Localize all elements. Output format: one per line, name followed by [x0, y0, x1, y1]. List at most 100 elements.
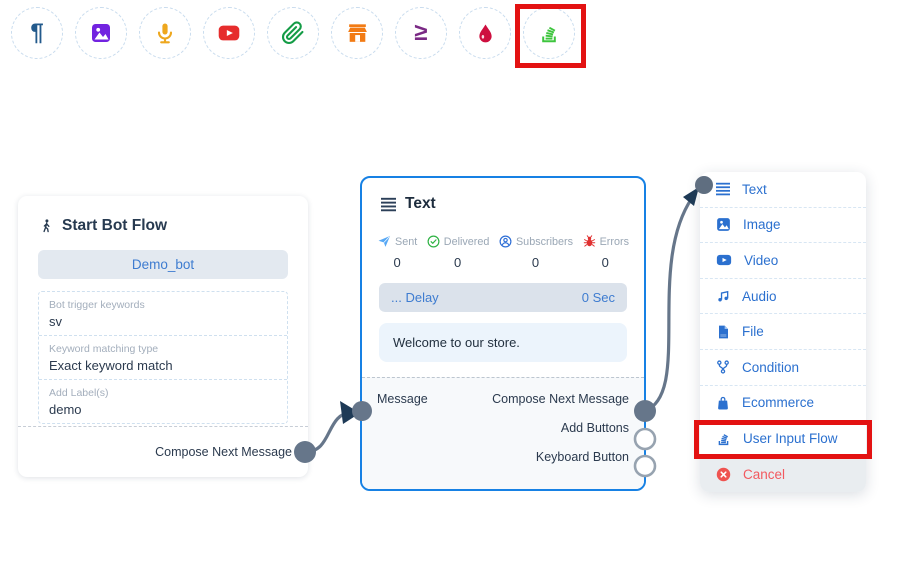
menu-item-label: Cancel: [743, 467, 786, 483]
toolbar-user-input-flow-button[interactable]: [523, 7, 575, 59]
walking-person-icon: [43, 218, 50, 232]
paper-plane-icon: [378, 235, 391, 247]
connector-text-to-menu: [644, 197, 694, 413]
menu-item-label: Text: [742, 181, 767, 197]
stat-value: 0: [601, 255, 609, 270]
menu-item-file[interactable]: File: [700, 314, 866, 350]
menu-item-label: Image: [743, 217, 781, 233]
input-port-label-message: Message: [377, 392, 428, 406]
stat-errors: Errors 0: [582, 234, 629, 270]
menu-item-label: Video: [744, 252, 779, 268]
field-label: Keyword matching type: [49, 343, 159, 355]
stack-icon: [542, 26, 556, 43]
menu-item-label: User Input Flow: [743, 430, 838, 446]
file-icon: [719, 325, 728, 339]
compose-next-message-label: Compose Next Message: [155, 445, 292, 459]
delay-value: 0 Sec: [581, 290, 615, 305]
field-bot-trigger-keywords[interactable]: Bot trigger keywords sv: [39, 292, 287, 336]
check-circle-icon: [427, 235, 440, 248]
output-port-label-compose-next-message: Compose Next Message: [492, 392, 629, 406]
field-add-labels[interactable]: Add Label(s) demo: [39, 380, 287, 423]
stat-value: 0: [393, 255, 401, 270]
text-lines-icon: [716, 183, 730, 196]
output-port-label-keyboard-button: Keyboard Button: [535, 450, 629, 464]
text-node-header[interactable]: Text: [380, 195, 626, 213]
stat-delivered: Delivered 0: [426, 234, 490, 270]
menu-item-video[interactable]: Video: [700, 243, 866, 279]
stat-label: Delivered: [443, 235, 490, 248]
branch-icon: [717, 360, 729, 374]
toolbar-audio-button[interactable]: [139, 7, 191, 59]
stat-label: Subscribers: [515, 235, 573, 248]
user-circle-icon: [499, 235, 512, 248]
menu-item-audio[interactable]: Audio: [700, 279, 866, 315]
stat-label: Errors: [599, 235, 629, 248]
stat-value: 0: [453, 255, 462, 270]
video-icon: [716, 255, 732, 266]
menu-item-cancel[interactable]: Cancel: [700, 456, 866, 493]
cancel-icon: [716, 467, 731, 482]
droplet-icon: [478, 23, 492, 42]
add-node-context-menu: Text Image Video Audio File: [700, 172, 866, 493]
start-card-fields: Bot trigger keywords sv Keyword matching…: [38, 291, 288, 424]
field-value: Exact keyword match: [49, 358, 173, 373]
text-node: Text Sent 0 Delivered 0: [360, 176, 646, 491]
toolbar-drip-button[interactable]: [459, 7, 511, 59]
menu-item-label: Audio: [742, 288, 777, 304]
output-port-label-add-buttons: Add Buttons: [560, 421, 629, 435]
node-type-toolbar: ¶ ≥: [11, 7, 575, 59]
message-content[interactable]: Welcome to our store.: [379, 323, 627, 362]
toolbar-condition-button[interactable]: ≥: [395, 7, 447, 59]
store-icon: [347, 23, 367, 42]
port-keyboard-button[interactable]: [633, 454, 657, 478]
toolbar-text-button[interactable]: ¶: [11, 7, 63, 59]
text-node-title: Text: [405, 195, 436, 212]
field-keyword-matching-type[interactable]: Keyword matching type Exact keyword matc…: [39, 336, 287, 380]
menu-item-image[interactable]: Image: [700, 208, 866, 244]
field-value: sv: [49, 314, 62, 329]
port-message-input[interactable]: [352, 401, 372, 421]
menu-item-ecommerce[interactable]: Ecommerce: [700, 386, 866, 422]
microphone-icon: [157, 23, 173, 44]
port-add-buttons[interactable]: [633, 427, 657, 451]
field-value: demo: [49, 402, 82, 417]
text-node-footer: Message Compose Next Message Add Buttons…: [362, 377, 644, 489]
toolbar-video-button[interactable]: [203, 7, 255, 59]
start-bot-flow-node: Start Bot Flow Demo_bot Bot trigger keyw…: [18, 196, 308, 477]
toolbar-image-button[interactable]: [75, 7, 127, 59]
field-label: Add Label(s): [49, 387, 109, 399]
text-node-stats: Sent 0 Delivered 0 Subscribers: [377, 234, 629, 270]
greater-equal-icon: ≥: [414, 19, 428, 46]
menu-item-label: Ecommerce: [742, 395, 815, 411]
image-icon: [717, 218, 730, 232]
menu-item-condition[interactable]: Condition: [700, 350, 866, 386]
text-lines-icon: [381, 197, 396, 211]
start-card-title-text: Start Bot Flow: [62, 217, 168, 234]
toolbar-ecommerce-button[interactable]: [331, 7, 383, 59]
field-label: Bot trigger keywords: [49, 299, 145, 311]
start-card-title: Start Bot Flow: [38, 217, 288, 235]
stat-subscribers: Subscribers 0: [498, 234, 573, 270]
image-icon: [92, 24, 110, 42]
bug-icon: [583, 235, 595, 247]
port-compose-next-message-text[interactable]: [634, 400, 656, 422]
shopping-bag-icon: [718, 396, 728, 410]
menu-item-text[interactable]: Text: [700, 172, 866, 208]
pilcrow-icon: ¶: [30, 19, 44, 46]
paperclip-icon: [282, 21, 304, 44]
menu-item-user-input-flow[interactable]: User Input Flow: [700, 421, 866, 457]
start-card-footer: Compose Next Message: [18, 426, 308, 477]
menu-item-label: File: [742, 324, 764, 340]
youtube-icon: [218, 25, 240, 41]
stack-icon: [718, 434, 729, 446]
stat-label: Sent: [395, 235, 418, 248]
delay-control[interactable]: ... Delay 0 Sec: [379, 283, 627, 312]
music-note-icon: [718, 290, 729, 302]
port-compose-next-message-start[interactable]: [294, 441, 316, 463]
bot-name-button[interactable]: Demo_bot: [38, 250, 288, 279]
menu-item-label: Condition: [742, 359, 800, 375]
toolbar-file-button[interactable]: [267, 7, 319, 59]
stat-value: 0: [531, 255, 540, 270]
delay-label: ... Delay: [391, 290, 439, 305]
stat-sent: Sent 0: [377, 234, 417, 270]
